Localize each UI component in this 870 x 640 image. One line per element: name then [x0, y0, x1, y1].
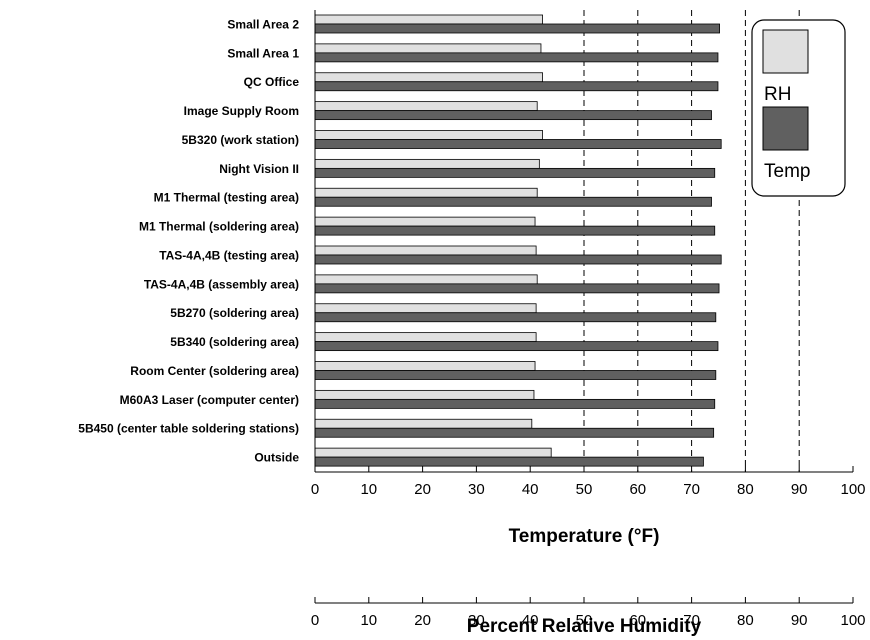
humidity-tick-label: 30	[468, 612, 485, 629]
bar-rh	[314, 389, 535, 400]
humidity-tick-label: 100	[840, 612, 865, 629]
category-label: 5B270 (soldering area)	[170, 306, 299, 320]
bar-temp	[314, 225, 716, 236]
category-label: Night Vision II	[219, 162, 299, 176]
humidity-tick-label: 60	[629, 612, 646, 629]
legend: RH Temp	[751, 19, 846, 197]
bar-rh	[314, 130, 543, 140]
bar-rh	[314, 187, 538, 198]
humidity-tick-label: 90	[791, 612, 808, 629]
category-label: Small Area 2	[227, 17, 299, 31]
category-label: M1 Thermal (testing area)	[154, 191, 299, 205]
bar-rh	[314, 361, 536, 371]
bar-temp	[314, 167, 716, 178]
bar-rh	[314, 303, 537, 314]
temperature-tick-label: 50	[576, 481, 593, 498]
bar-temp	[314, 52, 719, 63]
bar-rh	[314, 245, 537, 256]
legend-swatch-temp	[762, 106, 809, 151]
temperature-tick-label: 80	[737, 481, 754, 498]
category-label: 5B320 (work station)	[182, 133, 299, 147]
bar-temp	[314, 110, 712, 121]
humidity-tick-label: 50	[576, 612, 593, 629]
category-label: Small Area 1	[227, 46, 299, 60]
legend-label-rh: RH	[764, 84, 791, 105]
temperature-axis-title: Temperature (°F)	[509, 526, 660, 547]
bar-temp	[314, 254, 722, 265]
legend-label-temp: Temp	[764, 161, 810, 182]
bar-rh	[314, 14, 543, 25]
temperature-tick-label: 20	[414, 481, 431, 498]
category-label: 5B450 (center table soldering stations)	[78, 422, 299, 436]
humidity-tick-label: 20	[414, 612, 431, 629]
bar-rh	[314, 274, 538, 285]
category-label: TAS-4A,4B (assembly area)	[144, 277, 299, 291]
bar-rh	[314, 216, 536, 227]
category-label: TAS-4A,4B (testing area)	[159, 248, 299, 262]
humidity-tick-label: 70	[683, 612, 700, 629]
humidity-axis-title: Percent Relative Humidity	[467, 616, 702, 637]
temperature-tick-label: 40	[522, 481, 539, 498]
category-label: 5B340 (soldering area)	[170, 335, 299, 349]
humidity-tick-label: 40	[522, 612, 539, 629]
category-label: Image Supply Room	[184, 104, 299, 118]
bar-rh	[314, 447, 552, 458]
temperature-tick-label: 0	[311, 481, 319, 498]
temperature-tick-label: 10	[360, 481, 377, 498]
bar-rh	[314, 72, 543, 83]
bars	[314, 10, 722, 472]
temperature-tick-label: 70	[683, 481, 700, 498]
bar-temp	[314, 196, 712, 207]
bar-temp	[314, 283, 720, 294]
category-label: Room Center (soldering area)	[130, 364, 299, 378]
humidity-axis: 0 10 20 30 40 50 60 70 80 90 100	[311, 597, 866, 629]
bar-temp	[314, 139, 722, 149]
humidity-tick-label: 80	[737, 612, 754, 629]
gridlines	[583, 10, 800, 472]
temperature-axis: 0 10 20 30 40 50 60 70 80 90 100	[311, 466, 866, 498]
category-label: Outside	[254, 451, 299, 465]
temperature-tick-label: 30	[468, 481, 485, 498]
temperature-tick-label: 90	[791, 481, 808, 498]
bar-rh	[314, 43, 542, 54]
temperature-tick-label: 60	[629, 481, 646, 498]
bar-temp	[314, 456, 704, 467]
bar-temp	[314, 81, 719, 92]
bar-temp	[314, 23, 720, 34]
category-labels: Small Area 2 Small Area 1 QC Office Image S…	[78, 17, 299, 464]
bar-rh	[314, 101, 538, 112]
bar-temp	[314, 312, 717, 323]
category-label: M60A3 Laser (computer center)	[120, 393, 299, 407]
bar-rh	[314, 418, 533, 429]
category-label: M1 Thermal (soldering area)	[139, 220, 299, 234]
legend-swatch-rh	[762, 29, 809, 74]
temperature-tick-label: 100	[840, 481, 865, 498]
bar-rh	[314, 158, 540, 169]
bar-temp	[314, 398, 716, 409]
humidity-tick-label: 10	[360, 612, 377, 629]
bar-temp	[314, 427, 715, 438]
bar-rh	[314, 332, 537, 343]
bar-temp	[314, 341, 719, 352]
category-label: QC Office	[244, 75, 300, 89]
humidity-tick-label: 0	[311, 612, 319, 629]
bar-temp	[314, 370, 717, 380]
